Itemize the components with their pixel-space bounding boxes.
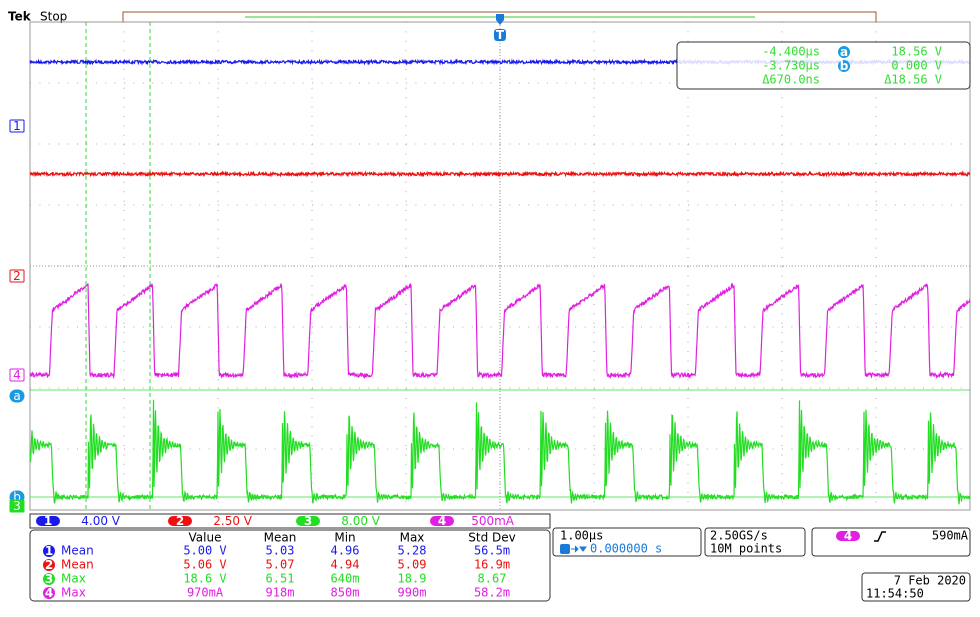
measurement-badge (43, 559, 55, 571)
channel-marker (9, 368, 25, 382)
measurement-value: 5.03 (266, 544, 295, 558)
measurement-value: 18.6 V (183, 572, 226, 586)
cursor-readout-box (676, 41, 971, 90)
ch4-trace (29, 282, 971, 380)
measurement-channel: 2 (45, 558, 53, 572)
channel-marker (9, 389, 25, 403)
cursor-badge (838, 60, 850, 72)
channel-badge (430, 516, 454, 526)
cursor-time: Δ670.0ns (762, 73, 820, 87)
measurement-badge (43, 587, 55, 599)
trigger-slope (874, 531, 886, 542)
trigger-arrow (496, 14, 504, 25)
measurement-value: 5.09 (398, 558, 427, 572)
measurement-header: Mean (264, 531, 297, 545)
measurement-channel: 1 (45, 544, 53, 558)
channel-number: 2 (176, 514, 184, 528)
cursor-badge (838, 46, 850, 58)
cursor-level: 18.56 V (891, 45, 942, 59)
measurement-header: Min (334, 531, 355, 545)
measurement-value: 58.2m (474, 586, 510, 600)
measurement-channel: 3 (45, 572, 53, 586)
measurement-name: Max (61, 572, 86, 586)
brand: Tek (8, 10, 32, 24)
channel-badge (168, 516, 192, 526)
trigger-level: 590mA (932, 529, 969, 543)
measurement-value: 918m (266, 586, 295, 600)
run-status: Stop (40, 10, 67, 24)
channel-scale: 2.50 V (213, 514, 253, 528)
measurement-badge (43, 573, 55, 585)
measurement-value: 4.94 (331, 558, 360, 572)
channel-marker (9, 119, 25, 133)
channel-bar (29, 513, 551, 529)
timebase-arrow (571, 545, 587, 553)
timebase-icon (560, 544, 570, 554)
measurement-header: Max (400, 531, 425, 545)
measurement-badge (43, 545, 55, 557)
measurement-value: 5.07 (266, 558, 295, 572)
measurement-name: Mean (61, 558, 94, 572)
measurement-value: 5.00 V (183, 544, 226, 558)
channel-marker-label: 1 (13, 119, 21, 133)
trigger-channel-badge (836, 531, 860, 541)
measurement-header: Std Dev (468, 531, 515, 545)
cursor-name: b (840, 59, 849, 73)
cursor-level: 0.000 V (891, 59, 942, 73)
cursor-name: a (840, 45, 848, 59)
sample-rate: 2.50GS/s (710, 529, 768, 543)
channel-number: 1 (44, 514, 52, 528)
measurement-value: 8.67 (478, 572, 507, 586)
channel-badge (36, 516, 60, 526)
timebase-box (552, 527, 702, 557)
measurement-value: 970mA (187, 586, 224, 600)
channel-marker-label: 2 (13, 269, 21, 283)
cursor-level: Δ18.56 V (884, 73, 942, 87)
timebase-scale: 1.00µs (560, 529, 603, 543)
channel-marker-label: 3 (13, 499, 21, 513)
record-length: 10M points (710, 542, 782, 556)
channel-badge (296, 516, 320, 526)
measurement-name: Mean (61, 544, 94, 558)
trigger-badge (494, 29, 506, 41)
ch2-trace (29, 170, 971, 178)
trigger-marker: T (496, 28, 505, 42)
channel-marker-label: 4 (13, 368, 21, 382)
measurement-value: 5.06 V (183, 558, 226, 572)
channel-marker-label: b (13, 490, 21, 504)
acquisition-box (704, 527, 806, 557)
ch3-trace (29, 399, 971, 505)
measurement-value: 640m (331, 572, 360, 586)
measurement-value: 56.5m (474, 544, 510, 558)
channel-number: 3 (304, 514, 312, 528)
measurement-box (29, 529, 551, 602)
measurement-value: 18.9 (398, 572, 427, 586)
channel-scale: 500mA (471, 514, 515, 528)
channel-scale: 4.00 V (81, 514, 121, 528)
channel-marker (9, 499, 25, 513)
channel-number: 4 (438, 514, 446, 528)
measurement-value: 5.28 (398, 544, 427, 558)
trigger-channel: 4 (844, 529, 852, 543)
channel-scale: 8.00 V (341, 514, 381, 528)
measurement-value: 16.9m (474, 558, 510, 572)
measurement-value: 850m (331, 586, 360, 600)
cursor-time: -4.400µs (762, 45, 820, 59)
measurement-header: Value (189, 531, 222, 545)
time: 11:54:50 (866, 587, 924, 601)
measurement-value: 6.51 (266, 572, 295, 586)
channel-marker-label: a (13, 389, 20, 403)
measurement-value: 4.96 (331, 544, 360, 558)
channel-marker (9, 269, 25, 283)
date: 7 Feb 2020 (894, 574, 966, 588)
timebase-position: 0.000000 s (590, 542, 662, 556)
measurement-value: 990m (398, 586, 427, 600)
cursor-time: -3.730µs (762, 59, 820, 73)
date-box (861, 572, 971, 602)
measurement-name: Max (61, 586, 86, 600)
measurement-channel: 4 (45, 586, 53, 600)
